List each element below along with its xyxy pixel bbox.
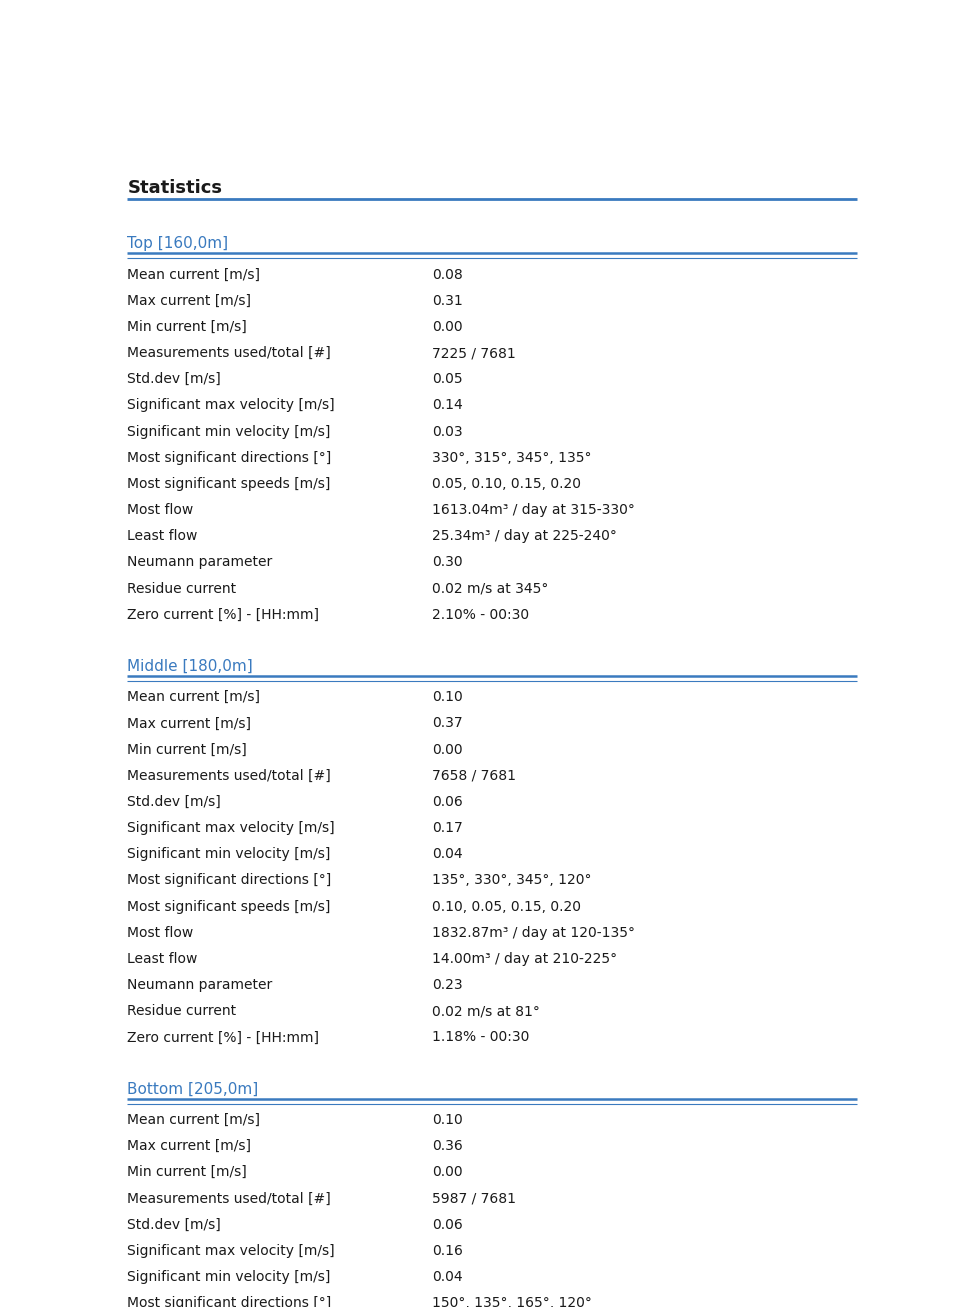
Text: 0.06: 0.06 xyxy=(432,1218,464,1231)
Text: Significant max velocity [m/s]: Significant max velocity [m/s] xyxy=(128,821,335,835)
Text: 0.02 m/s at 81°: 0.02 m/s at 81° xyxy=(432,1004,540,1018)
Text: Measurements used/total [#]: Measurements used/total [#] xyxy=(128,769,331,783)
Text: Significant min velocity [m/s]: Significant min velocity [m/s] xyxy=(128,847,331,861)
Text: Std.dev [m/s]: Std.dev [m/s] xyxy=(128,372,221,386)
Text: Middle [180,0m]: Middle [180,0m] xyxy=(128,659,253,674)
Text: Min current [m/s]: Min current [m/s] xyxy=(128,742,247,757)
Text: Bottom [205,0m]: Bottom [205,0m] xyxy=(128,1082,258,1097)
Text: 0.00: 0.00 xyxy=(432,1166,463,1179)
Text: Neumann parameter: Neumann parameter xyxy=(128,555,273,570)
Text: 0.10: 0.10 xyxy=(432,690,464,704)
Text: Least flow: Least flow xyxy=(128,951,198,966)
Text: Mean current [m/s]: Mean current [m/s] xyxy=(128,268,260,281)
Text: Statistics: Statistics xyxy=(128,179,223,197)
Text: 0.06: 0.06 xyxy=(432,795,464,809)
Text: 0.03: 0.03 xyxy=(432,425,463,439)
Text: Min current [m/s]: Min current [m/s] xyxy=(128,320,247,333)
Text: Std.dev [m/s]: Std.dev [m/s] xyxy=(128,795,221,809)
Text: 25.34m³ / day at 225-240°: 25.34m³ / day at 225-240° xyxy=(432,529,617,544)
Text: 0.10: 0.10 xyxy=(432,1114,464,1127)
Text: Max current [m/s]: Max current [m/s] xyxy=(128,1140,252,1153)
Text: 0.04: 0.04 xyxy=(432,1270,463,1283)
Text: Most flow: Most flow xyxy=(128,503,194,518)
Text: 0.23: 0.23 xyxy=(432,978,463,992)
Text: 330°, 315°, 345°, 135°: 330°, 315°, 345°, 135° xyxy=(432,451,592,465)
Text: 7658 / 7681: 7658 / 7681 xyxy=(432,769,516,783)
Text: Min current [m/s]: Min current [m/s] xyxy=(128,1166,247,1179)
Text: Zero current [%] - [HH:mm]: Zero current [%] - [HH:mm] xyxy=(128,1030,320,1044)
Text: 0.30: 0.30 xyxy=(432,555,463,570)
Text: 1832.87m³ / day at 120-135°: 1832.87m³ / day at 120-135° xyxy=(432,925,636,940)
Text: 0.31: 0.31 xyxy=(432,294,464,307)
Text: 0.04: 0.04 xyxy=(432,847,463,861)
Text: Max current [m/s]: Max current [m/s] xyxy=(128,716,252,731)
Text: 2.10% - 00:30: 2.10% - 00:30 xyxy=(432,608,530,622)
Text: 0.16: 0.16 xyxy=(432,1244,464,1257)
Text: 0.05, 0.10, 0.15, 0.20: 0.05, 0.10, 0.15, 0.20 xyxy=(432,477,582,491)
Text: 0.14: 0.14 xyxy=(432,399,464,413)
Text: 150°, 135°, 165°, 120°: 150°, 135°, 165°, 120° xyxy=(432,1297,592,1307)
Text: Most flow: Most flow xyxy=(128,925,194,940)
Text: 135°, 330°, 345°, 120°: 135°, 330°, 345°, 120° xyxy=(432,873,592,887)
Text: 0.10, 0.05, 0.15, 0.20: 0.10, 0.05, 0.15, 0.20 xyxy=(432,899,582,914)
Text: Significant min velocity [m/s]: Significant min velocity [m/s] xyxy=(128,1270,331,1283)
Text: 1613.04m³ / day at 315-330°: 1613.04m³ / day at 315-330° xyxy=(432,503,636,518)
Text: Std.dev [m/s]: Std.dev [m/s] xyxy=(128,1218,221,1231)
Text: Most significant directions [°]: Most significant directions [°] xyxy=(128,1297,332,1307)
Text: Residue current: Residue current xyxy=(128,1004,236,1018)
Text: Neumann parameter: Neumann parameter xyxy=(128,978,273,992)
Text: 7225 / 7681: 7225 / 7681 xyxy=(432,346,516,359)
Text: Max current [m/s]: Max current [m/s] xyxy=(128,294,252,307)
Text: Most significant directions [°]: Most significant directions [°] xyxy=(128,451,332,465)
Text: Most significant speeds [m/s]: Most significant speeds [m/s] xyxy=(128,477,331,491)
Text: Significant max velocity [m/s]: Significant max velocity [m/s] xyxy=(128,399,335,413)
Text: Top [160,0m]: Top [160,0m] xyxy=(128,237,228,251)
Text: Most significant speeds [m/s]: Most significant speeds [m/s] xyxy=(128,899,331,914)
Text: 14.00m³ / day at 210-225°: 14.00m³ / day at 210-225° xyxy=(432,951,617,966)
Text: 0.08: 0.08 xyxy=(432,268,464,281)
Text: Residue current: Residue current xyxy=(128,582,236,596)
Text: Measurements used/total [#]: Measurements used/total [#] xyxy=(128,346,331,359)
Text: Zero current [%] - [HH:mm]: Zero current [%] - [HH:mm] xyxy=(128,608,320,622)
Text: Measurements used/total [#]: Measurements used/total [#] xyxy=(128,1192,331,1205)
Text: 0.00: 0.00 xyxy=(432,320,463,333)
Text: 1.18% - 00:30: 1.18% - 00:30 xyxy=(432,1030,530,1044)
Text: 0.00: 0.00 xyxy=(432,742,463,757)
Text: 0.36: 0.36 xyxy=(432,1140,464,1153)
Text: 0.05: 0.05 xyxy=(432,372,463,386)
Text: 0.17: 0.17 xyxy=(432,821,464,835)
Text: Significant max velocity [m/s]: Significant max velocity [m/s] xyxy=(128,1244,335,1257)
Text: 0.02 m/s at 345°: 0.02 m/s at 345° xyxy=(432,582,549,596)
Text: Significant min velocity [m/s]: Significant min velocity [m/s] xyxy=(128,425,331,439)
Text: 0.37: 0.37 xyxy=(432,716,463,731)
Text: 5987 / 7681: 5987 / 7681 xyxy=(432,1192,516,1205)
Text: Mean current [m/s]: Mean current [m/s] xyxy=(128,1114,260,1127)
Text: Least flow: Least flow xyxy=(128,529,198,544)
Text: Mean current [m/s]: Mean current [m/s] xyxy=(128,690,260,704)
Text: Most significant directions [°]: Most significant directions [°] xyxy=(128,873,332,887)
